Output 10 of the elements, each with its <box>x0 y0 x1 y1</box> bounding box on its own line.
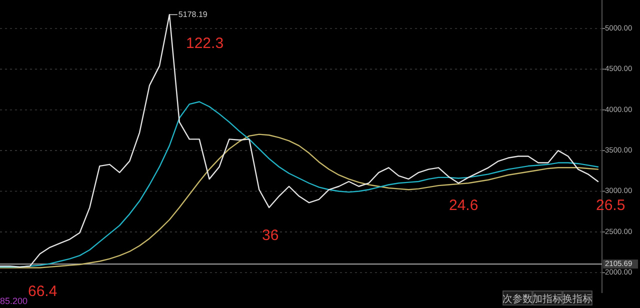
text: 加指标 <box>532 293 562 305</box>
text: 换指标 <box>562 293 592 305</box>
text: 次参数 <box>502 293 532 305</box>
annotation: 24.6 <box>449 197 478 214</box>
annotation: 122.3 <box>186 35 224 52</box>
annotation: 36 <box>262 227 279 244</box>
annotation: 5178.19 <box>178 10 208 19</box>
annotation: 26.5 <box>596 197 626 214</box>
annotation: 66.4 <box>28 283 58 300</box>
text: 85.200 <box>0 296 28 306</box>
